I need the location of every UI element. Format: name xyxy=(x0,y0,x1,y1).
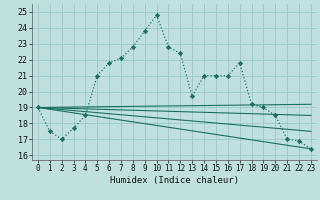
X-axis label: Humidex (Indice chaleur): Humidex (Indice chaleur) xyxy=(110,176,239,185)
